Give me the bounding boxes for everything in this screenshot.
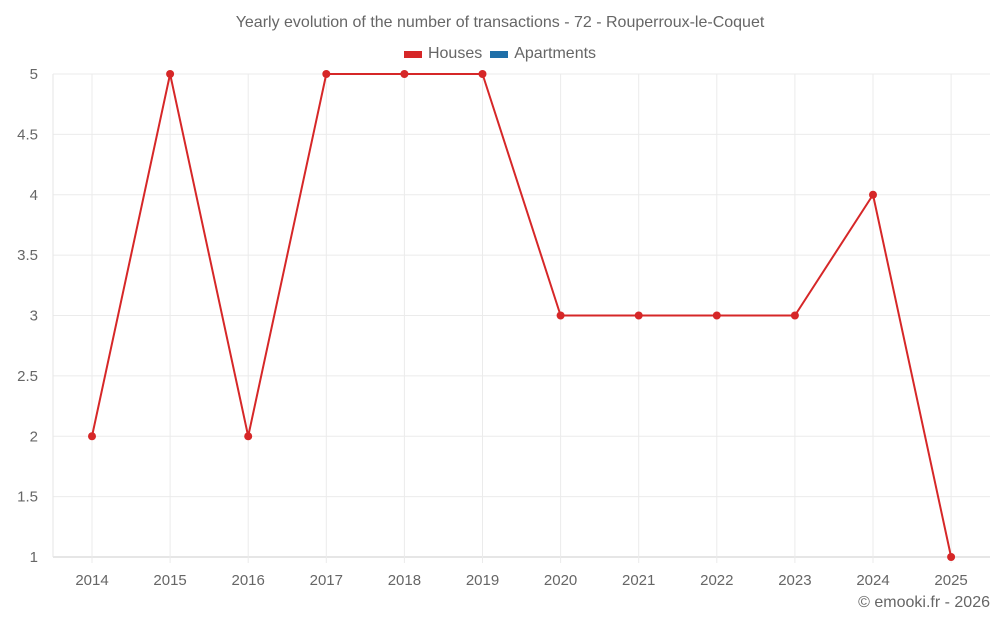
y-tick-label: 4: [30, 187, 38, 204]
data-point[interactable]: [88, 432, 96, 441]
x-tick-label: 2018: [388, 572, 421, 589]
y-tick-label: 1: [30, 549, 38, 566]
x-tick-label: 2016: [232, 572, 265, 589]
legend-label-apartments: Apartments: [514, 45, 597, 62]
data-point[interactable]: [634, 311, 643, 320]
legend-item-apartments[interactable]: Apartments: [490, 45, 596, 63]
y-tick-label: 2.5: [17, 368, 38, 385]
x-tick-label: 2020: [544, 572, 577, 589]
houses-swatch-icon: [403, 50, 422, 58]
data-point[interactable]: [322, 70, 331, 78]
chart-title: Yearly evolution of the number of transa…: [235, 14, 765, 31]
x-tick-label: 2014: [75, 572, 108, 589]
series-line: [91, 73, 953, 558]
y-tick-label: 5: [30, 66, 38, 83]
data-point[interactable]: [869, 190, 877, 199]
x-tick-label: 2024: [856, 572, 889, 589]
x-tick-label: 2023: [778, 572, 811, 589]
y-tick-label: 1.5: [17, 489, 38, 506]
legend-item-houses[interactable]: Houses: [403, 45, 483, 63]
data-point[interactable]: [478, 70, 487, 78]
x-tick-label: 2015: [153, 572, 186, 589]
data-point[interactable]: [166, 70, 175, 78]
credit-text: © emooki.fr - 2026: [858, 594, 990, 611]
data-point[interactable]: [400, 70, 409, 78]
grid-lines: [52, 73, 990, 563]
y-tick-label: 2: [30, 428, 38, 445]
y-tick-label: 3.5: [17, 247, 38, 264]
x-tick-label: 2022: [700, 572, 733, 589]
axes: 1 1.5 2 2.5 3 3.5 4 4.5 5 2014 2015 2016 2017 2018 201…: [17, 66, 968, 589]
x-tick-label: 2025: [934, 572, 967, 589]
data-point[interactable]: [712, 311, 721, 320]
data-point[interactable]: [947, 553, 956, 561]
series-houses: [88, 70, 956, 561]
x-tick-label: 2021: [622, 572, 655, 589]
y-tick-label: 4.5: [17, 126, 38, 143]
apartments-swatch-icon: [490, 50, 509, 58]
data-point[interactable]: [556, 311, 565, 320]
y-tick-label: 3: [30, 308, 38, 325]
chart-legend: Houses Apartments: [0, 45, 1000, 63]
x-tick-label: 2019: [466, 572, 499, 589]
x-tick-label: 2017: [310, 572, 343, 589]
legend-label-houses: Houses: [427, 45, 483, 62]
data-point[interactable]: [244, 432, 253, 441]
data-point[interactable]: [790, 311, 799, 320]
